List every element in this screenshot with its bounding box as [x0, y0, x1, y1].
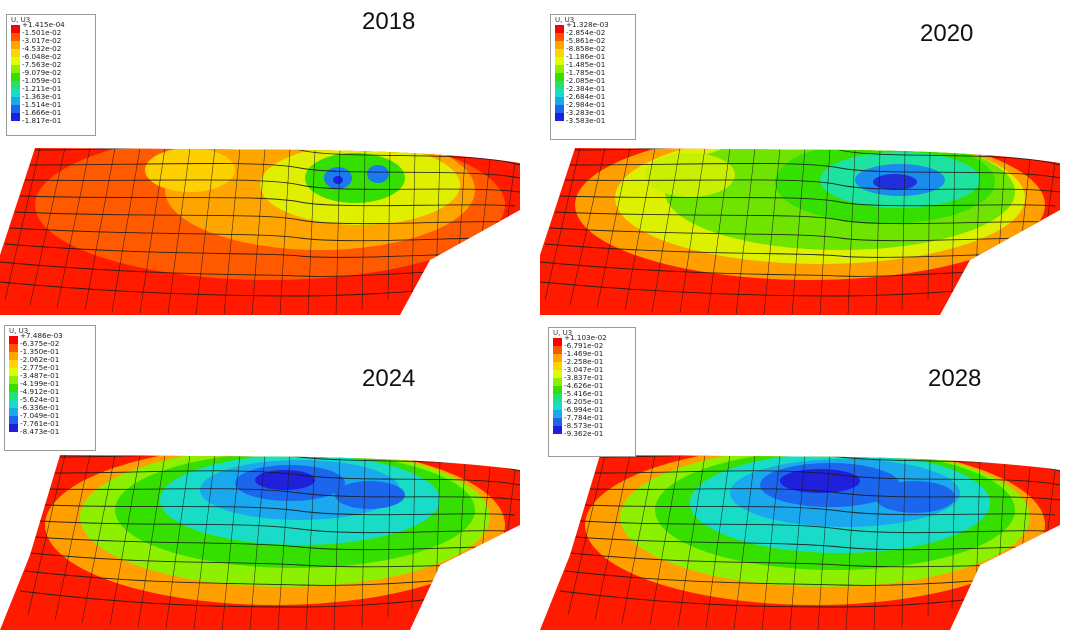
- legend-color-bar: [9, 336, 18, 432]
- legend-tick: -1.785e-01: [566, 68, 606, 77]
- legend-labels: +1.328e-03 -2.854e-02 -5.861e-02 -8.858e…: [566, 21, 609, 125]
- legend-tick: -1.211e-01: [22, 84, 62, 93]
- legend-tick: -6.994e-01: [564, 405, 604, 414]
- panel-2024: 2024 U, U3 +7.486e-03 -6.375e-02 -1.350e…: [0, 315, 540, 630]
- legend-tick: -2.854e-02: [566, 28, 606, 37]
- legend-tick: -4.532e-02: [22, 44, 62, 53]
- legend-tick: -7.784e-01: [564, 413, 604, 422]
- legend-tick: -9.079e-02: [22, 68, 62, 77]
- legend-tick: -6.375e-02: [20, 339, 60, 348]
- year-label: 2024: [362, 365, 416, 392]
- legend-tick: -1.059e-01: [22, 76, 62, 85]
- legend-tick: +1.415e-04: [22, 20, 65, 29]
- legend-tick: -6.048e-02: [22, 52, 62, 61]
- legend-tick: -5.624e-01: [20, 395, 60, 404]
- legend-tick: -6.205e-01: [564, 397, 604, 406]
- legend-tick: +7.486e-03: [20, 331, 63, 340]
- legend-labels: +1.103e-02 -6.791e-02 -1.469e-01 -2.258e…: [564, 334, 607, 438]
- legend-tick: -1.501e-02: [22, 28, 62, 37]
- legend-title: U, U3: [11, 16, 31, 24]
- legend-tick: +1.328e-03: [566, 20, 609, 29]
- legend-tick: -2.984e-01: [566, 100, 606, 109]
- legend-tick: -3.837e-01: [564, 373, 604, 382]
- legend-tick: -1.350e-01: [20, 347, 60, 356]
- legend-tick: -1.817e-01: [22, 116, 62, 125]
- legend-tick: -3.047e-01: [564, 365, 604, 374]
- legend-labels: +7.486e-03 -6.375e-02 -1.350e-01 -2.062e…: [20, 332, 63, 436]
- legend-tick: -1.485e-01: [566, 60, 606, 69]
- legend-tick: -8.858e-02: [566, 44, 606, 53]
- legend-tick: -8.573e-01: [564, 421, 604, 430]
- legend-tick: -1.666e-01: [22, 108, 62, 117]
- legend-color-bar: [555, 25, 564, 121]
- deformed-mesh: [0, 455, 520, 630]
- legend-tick: -1.469e-01: [564, 349, 604, 358]
- legend-tick: -4.626e-01: [564, 381, 604, 390]
- legend-tick: -1.363e-01: [22, 92, 62, 101]
- legend-tick: -6.791e-02: [564, 341, 604, 350]
- legend-tick: -5.861e-02: [566, 36, 606, 45]
- legend-tick: -3.487e-01: [20, 371, 60, 380]
- legend-tick: -2.775e-01: [20, 363, 60, 372]
- legend-tick: -2.062e-01: [20, 355, 60, 364]
- legend-tick: -7.563e-02: [22, 60, 62, 69]
- legend-labels: +1.415e-04 -1.501e-02 -3.017e-02 -4.532e…: [22, 21, 65, 125]
- legend-tick: -3.583e-01: [566, 116, 606, 125]
- legend-tick: -2.085e-01: [566, 76, 606, 85]
- panel-2018: 2018 U, U3 +1.415e-04 -1.501e-02 -3.017e…: [0, 0, 540, 315]
- color-legend: U, U3 +1.328e-03 -2.854e-02 -5.861e-02 -…: [550, 14, 636, 140]
- legend-tick: -7.761e-01: [20, 419, 60, 428]
- panel-2028: 2028 U, U3 +1.103e-02 -6.791e-02 -1.469e…: [540, 315, 1080, 630]
- legend-tick: -8.473e-01: [20, 427, 60, 436]
- legend-tick: -3.017e-02: [22, 36, 62, 45]
- year-label: 2020: [920, 20, 974, 47]
- legend-title: U, U3: [553, 329, 573, 337]
- legend-tick: -4.199e-01: [20, 379, 60, 388]
- legend-title: U, U3: [555, 16, 575, 24]
- deformed-mesh: [540, 148, 1060, 315]
- legend-title: U, U3: [9, 327, 29, 335]
- legend-tick: -3.283e-01: [566, 108, 606, 117]
- legend-tick: -1.514e-01: [22, 100, 62, 109]
- legend-tick: +1.103e-02: [564, 333, 607, 342]
- legend-color-bar: [11, 25, 20, 121]
- color-legend: U, U3 +7.486e-03 -6.375e-02 -1.350e-01 -…: [4, 325, 96, 451]
- legend-tick: -6.336e-01: [20, 403, 60, 412]
- legend-tick: -9.362e-01: [564, 429, 604, 438]
- legend-tick: -2.684e-01: [566, 92, 606, 101]
- legend-tick: -2.384e-01: [566, 84, 606, 93]
- legend-tick: -5.416e-01: [564, 389, 604, 398]
- year-label: 2028: [928, 365, 982, 392]
- color-legend: U, U3 +1.415e-04 -1.501e-02 -3.017e-02 -…: [6, 14, 96, 136]
- legend-tick: -2.258e-01: [564, 357, 604, 366]
- panel-2020: 2020 U, U3 +1.328e-03 -2.854e-02 -5.861e…: [540, 0, 1080, 315]
- color-legend: U, U3 +1.103e-02 -6.791e-02 -1.469e-01 -…: [548, 327, 636, 457]
- legend-color-bar: [553, 338, 562, 434]
- legend-tick: -7.049e-01: [20, 411, 60, 420]
- legend-tick: -4.912e-01: [20, 387, 60, 396]
- legend-tick: -1.186e-01: [566, 52, 606, 61]
- year-label: 2018: [362, 8, 416, 35]
- deformed-mesh: [0, 148, 520, 315]
- deformed-mesh: [540, 455, 1060, 630]
